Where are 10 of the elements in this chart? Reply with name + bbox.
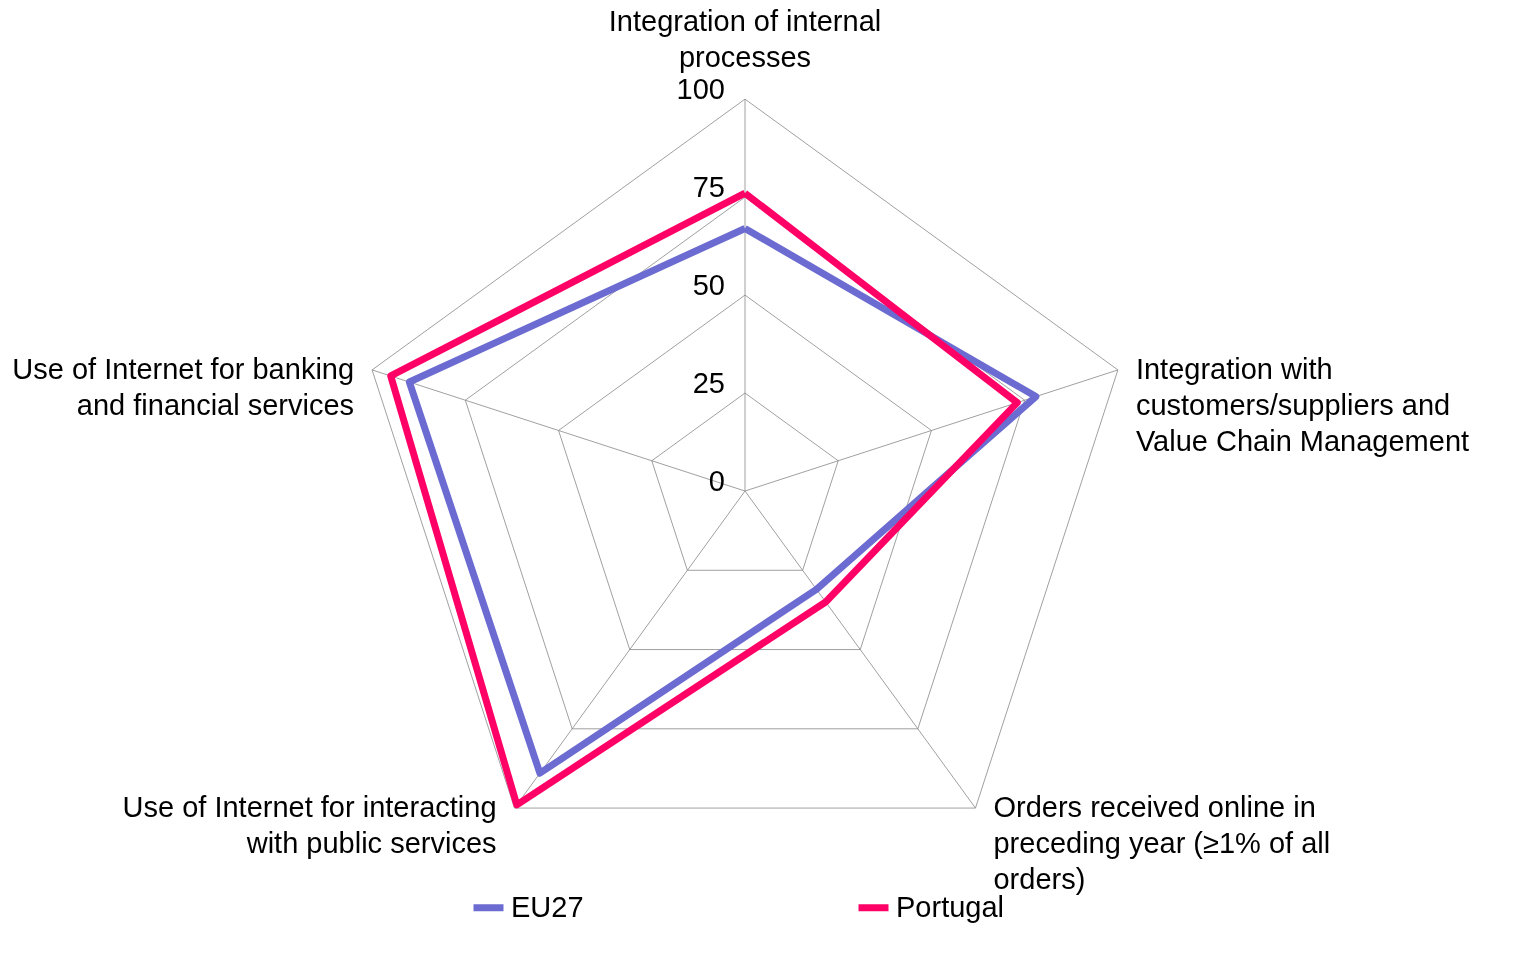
spoke-label: Integration of internal processes <box>608 5 882 74</box>
legend-label: EU27 <box>511 890 584 923</box>
y-tick-label: 25 <box>692 367 725 400</box>
y-tick-label: 100 <box>676 73 725 106</box>
spoke-label: Use of Internet for banking and financial services <box>12 352 355 421</box>
y-tick-label: 75 <box>692 171 725 204</box>
spoke-label: Use of Internet for interacting with public services <box>122 791 497 860</box>
spoke-label: Integration with customers/suppliers and Value Chain Management <box>1135 352 1470 457</box>
y-tick-label: 50 <box>692 269 725 302</box>
y-tick-label: 0 <box>708 465 725 498</box>
